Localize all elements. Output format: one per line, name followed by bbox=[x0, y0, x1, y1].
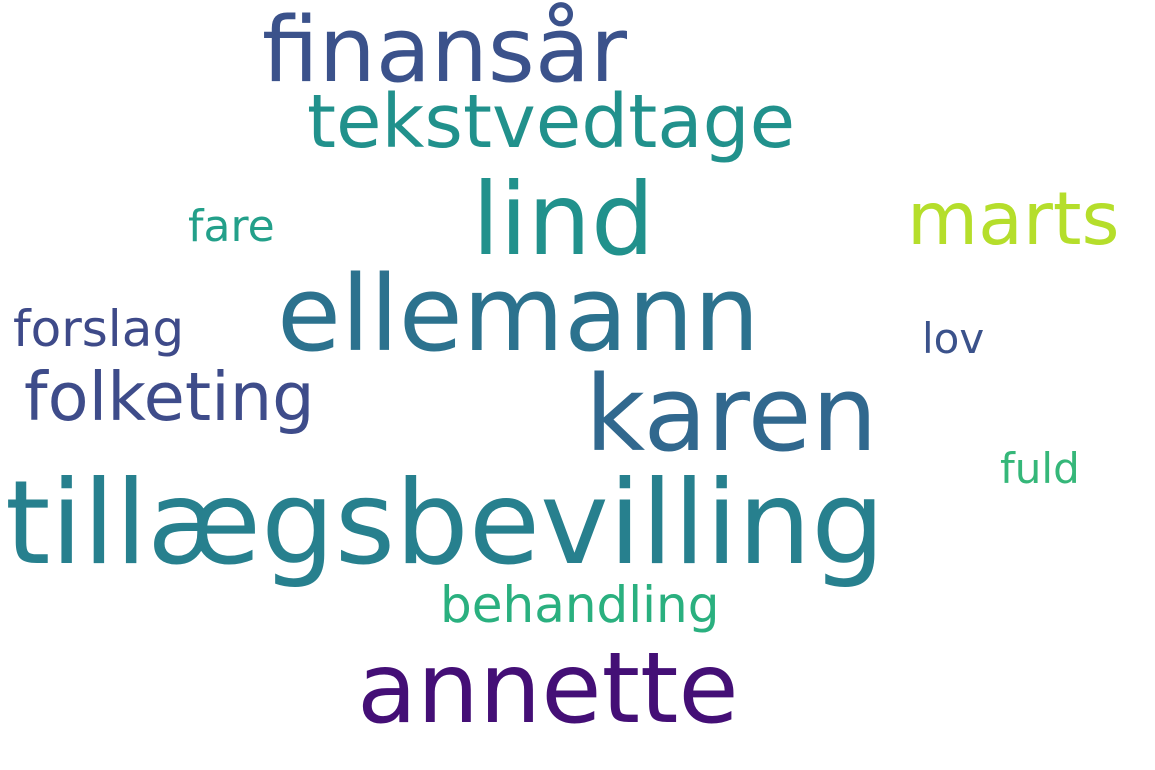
word-forslag: forslag bbox=[13, 300, 185, 358]
word-marts: marts bbox=[907, 177, 1120, 262]
word-tillaegsbevilling: tillægsbevilling bbox=[5, 456, 885, 591]
word-tekstvedtage: tekstvedtage bbox=[307, 79, 796, 165]
word-ellemann: ellemann bbox=[277, 253, 760, 375]
word-fare: fare bbox=[188, 201, 275, 252]
word-finansar: finansår bbox=[262, 0, 627, 103]
word-behandling: behandling bbox=[440, 576, 720, 634]
word-annette: annette bbox=[357, 632, 739, 746]
word-folketing: folketing bbox=[24, 358, 315, 436]
word-lov: lov bbox=[922, 314, 985, 363]
word-lind: lind bbox=[472, 161, 655, 278]
word-fuld: fuld bbox=[1000, 444, 1080, 493]
word-karen: karen bbox=[585, 353, 878, 475]
